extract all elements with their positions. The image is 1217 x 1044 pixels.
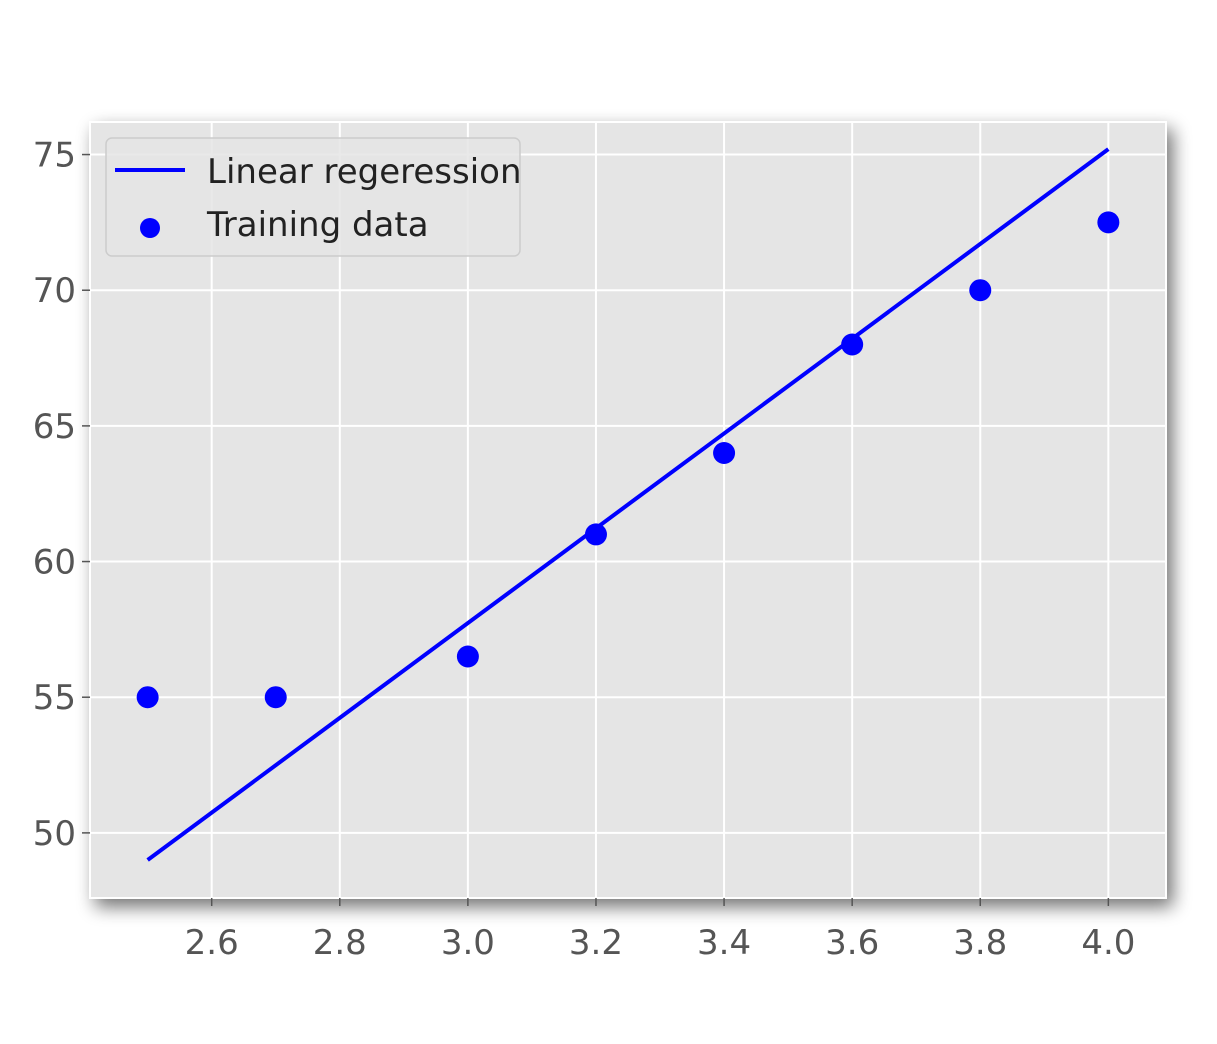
training-data-point <box>969 279 992 302</box>
x-tick-label: 3.8 <box>953 923 1007 963</box>
legend-box <box>105 137 521 257</box>
y-axis: 50 55 60 65 70 75 <box>33 136 90 854</box>
x-tick-label: 3.4 <box>697 923 751 963</box>
legend-label-scatter: Training data <box>206 205 429 245</box>
training-data-point <box>713 442 736 465</box>
x-axis: 2.6 2.8 3.0 3.2 3.4 3.6 3.8 4.0 <box>185 898 1135 963</box>
y-tick-label: 70 <box>33 271 76 311</box>
x-tick-label: 3.6 <box>825 923 879 963</box>
training-data-point <box>584 523 607 546</box>
y-tick-label: 65 <box>33 407 76 447</box>
legend: Linear regeression Training data <box>105 137 522 257</box>
x-tick-label: 2.8 <box>313 923 367 963</box>
legend-label-line: Linear regeression <box>207 152 522 192</box>
y-tick-label: 60 <box>33 543 76 583</box>
training-data-point <box>136 686 159 709</box>
regression-line <box>146 147 1110 862</box>
y-tick-label: 55 <box>33 678 76 718</box>
y-tick-label: 75 <box>33 136 76 176</box>
training-data-point <box>456 645 479 668</box>
y-tick-label: 50 <box>33 814 76 854</box>
x-tick-label: 3.0 <box>441 923 495 963</box>
legend-marker-swatch <box>140 218 160 238</box>
x-tick-label: 4.0 <box>1081 923 1135 963</box>
x-tick-label: 3.2 <box>569 923 623 963</box>
training-data-point <box>1097 211 1120 234</box>
x-tick-label: 2.6 <box>185 923 239 963</box>
training-data-point <box>841 333 864 356</box>
training-data-point <box>264 686 287 709</box>
series-layer <box>136 147 1120 862</box>
